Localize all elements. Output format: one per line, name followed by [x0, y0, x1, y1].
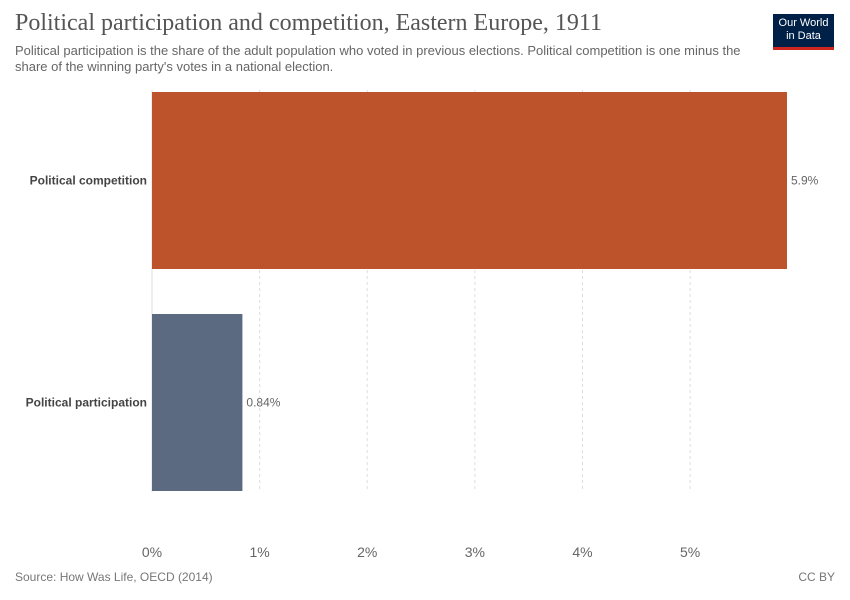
category-label: Political competition	[30, 174, 147, 188]
x-tick-label: 3%	[465, 544, 485, 560]
bar[interactable]	[152, 314, 243, 491]
bar[interactable]	[152, 92, 787, 269]
x-tick-label: 1%	[250, 544, 270, 560]
x-tick-label: 0%	[142, 544, 162, 560]
data-label: 5.9%	[791, 174, 819, 188]
logo-line-1: Our World	[778, 17, 829, 29]
data-label: 0.84%	[246, 396, 280, 410]
license-link[interactable]: CC BY	[798, 570, 835, 584]
source-note[interactable]: Source: How Was Life, OECD (2014)	[15, 570, 213, 584]
chart-subtitle: Political participation is the share of …	[15, 43, 741, 74]
owid-logo[interactable]: Our World in Data	[773, 14, 834, 50]
x-tick-label: 4%	[572, 544, 592, 560]
chart-title: Political participation and competition,…	[15, 10, 602, 36]
logo-line-2: in Data	[786, 30, 821, 42]
category-label: Political participation	[26, 396, 147, 410]
x-tick-label: 2%	[357, 544, 377, 560]
x-tick-label: 5%	[680, 544, 700, 560]
